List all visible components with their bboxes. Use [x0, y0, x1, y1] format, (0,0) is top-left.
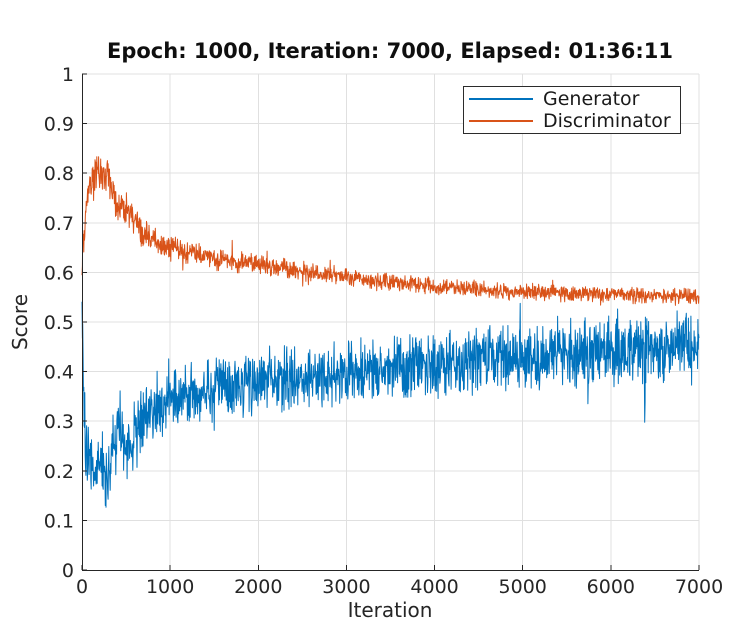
y-tick-label: 0.3 [44, 411, 74, 433]
x-tick-label: 5000 [499, 576, 547, 598]
x-tick-label: 4000 [410, 576, 458, 598]
y-axis-label: Score [8, 293, 32, 351]
y-tick-label: 0.8 [44, 163, 74, 185]
legend-item: Discriminator [464, 110, 680, 133]
y-tick-label: 0.6 [44, 262, 74, 284]
legend-line-swatch [469, 120, 533, 123]
y-tick-label: 0 [62, 560, 74, 582]
y-tick-label: 0.1 [44, 510, 74, 532]
x-tick-label: 0 [76, 576, 88, 598]
x-tick-label: 3000 [322, 576, 370, 598]
y-tick-label: 0.2 [44, 461, 74, 483]
y-tick-label: 0.5 [44, 312, 74, 334]
y-tick-label: 1 [62, 64, 74, 86]
x-tick-label: 7000 [675, 576, 723, 598]
y-tick-label: 0.7 [44, 213, 74, 235]
legend-line-swatch [469, 97, 533, 100]
legend-label: Generator [543, 87, 640, 110]
x-tick-label: 1000 [146, 576, 194, 598]
y-tick-label: 0.4 [44, 362, 74, 384]
generator-series-line [81, 301, 700, 508]
plot-title: Epoch: 1000, Iteration: 7000, Elapsed: 0… [106, 39, 674, 63]
discriminator-series-line [81, 156, 700, 306]
legend-item: Generator [464, 87, 680, 110]
legend-label: Discriminator [543, 110, 671, 133]
x-tick-label: 6000 [587, 576, 635, 598]
x-axis-label: Iteration [347, 598, 433, 622]
y-tick-label: 0.9 [44, 114, 74, 136]
legend: Generator Discriminator [463, 86, 681, 134]
x-tick-label: 2000 [234, 576, 282, 598]
